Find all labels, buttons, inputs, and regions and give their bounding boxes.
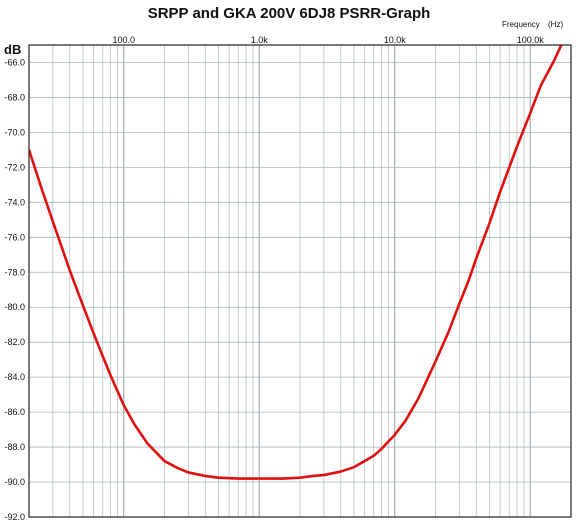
chart-title: SRPP and GKA 200V 6DJ8 PSRR-Graph <box>147 5 431 22</box>
plot-frame <box>28 44 572 518</box>
x-tick-label: 100.0k <box>517 35 545 45</box>
x-axis-label: Frequency <box>502 20 540 29</box>
y-tick-label: -92.0 <box>4 512 25 522</box>
y-tick-label: -72.0 <box>4 162 25 172</box>
x-tick-labels: 100.0 1.0k 10.0k 100.0k <box>112 35 544 45</box>
y-tick-label: -74.0 <box>4 197 25 207</box>
y-tick-label: -78.0 <box>4 267 25 277</box>
x-tick-label: 1.0k <box>251 35 269 45</box>
y-tick-label: -76.0 <box>4 232 25 242</box>
y-tick-label: -84.0 <box>4 372 25 382</box>
y-tick-label: -90.0 <box>4 477 25 487</box>
y-tick-label: -86.0 <box>4 407 25 417</box>
y-axis-label: dB <box>4 42 22 57</box>
series-line-0 <box>29 45 563 480</box>
x-tick-label: 100.0 <box>112 35 135 45</box>
y-tick-label: -68.0 <box>4 92 25 102</box>
x-tick-label: 10.0k <box>384 35 407 45</box>
y-tick-label: -82.0 <box>4 337 25 347</box>
x-axis-unit: (Hz) <box>548 20 564 29</box>
plot-lines <box>29 45 563 480</box>
y-tick-label: -80.0 <box>4 302 25 312</box>
y-tick-label: -70.0 <box>4 127 25 137</box>
y-tick-label: -66.0 <box>4 57 25 67</box>
y-tick-labels: -66.0 -68.0 -70.0 -72.0 -74.0 -76.0 -78.0 -80.0… <box>4 57 25 522</box>
grid-lines <box>28 45 572 518</box>
y-tick-label: -88.0 <box>4 442 25 452</box>
